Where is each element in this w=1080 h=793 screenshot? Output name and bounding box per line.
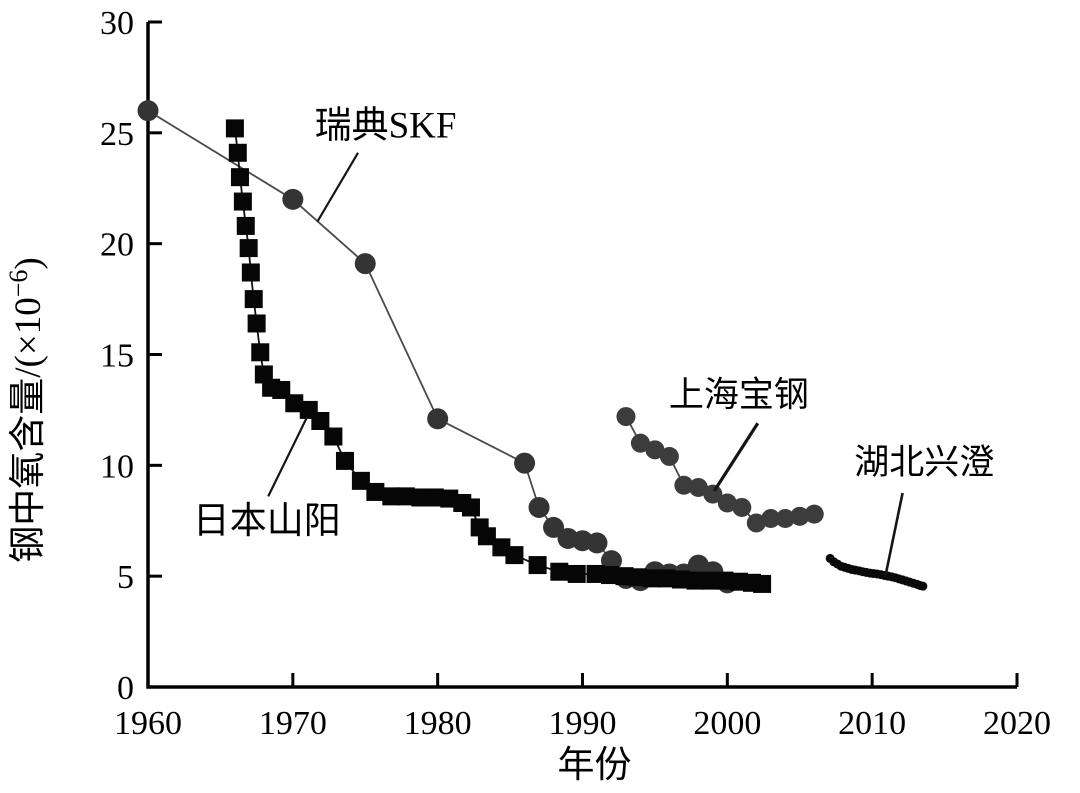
square-marker xyxy=(230,168,249,187)
circle-marker xyxy=(543,516,565,538)
annotation-日本山阳: 日本山阳 xyxy=(193,416,341,542)
circle-marker xyxy=(282,188,304,210)
x-tick-label: 2020 xyxy=(983,705,1051,742)
x-axis-title: 年份 xyxy=(558,744,632,786)
square-marker xyxy=(477,527,496,546)
circle-marker xyxy=(137,100,159,122)
axes: 0 5 10 15 20 25 30 1960 1970 1980 1990 2000 2010 2020… xyxy=(4,5,1051,786)
circle-marker xyxy=(688,478,708,497)
circle-marker xyxy=(586,532,608,554)
y-tick-label: 15 xyxy=(100,338,134,375)
square-marker xyxy=(247,314,266,333)
x-tick-label: 1960 xyxy=(114,705,182,742)
y-tick-label: 10 xyxy=(100,448,134,485)
square-marker xyxy=(715,571,734,590)
circle-marker xyxy=(427,408,449,430)
square-marker xyxy=(244,290,263,309)
circle-marker xyxy=(600,550,622,572)
square-marker xyxy=(324,427,343,446)
callout-line xyxy=(267,416,309,497)
square-marker xyxy=(753,574,772,593)
square-marker xyxy=(643,569,662,588)
square-marker xyxy=(396,487,415,506)
y-tick-label: 30 xyxy=(100,5,134,42)
circle-marker xyxy=(514,452,536,474)
x-tick-label: 2000 xyxy=(693,705,761,742)
square-marker xyxy=(601,566,620,585)
square-marker xyxy=(351,471,370,490)
square-marker xyxy=(671,570,690,589)
circle-marker xyxy=(645,440,665,460)
x-tick-label: 2010 xyxy=(838,705,906,742)
circle-marker xyxy=(761,509,781,529)
y-axis-title: 钢中氧含量/(×10−6) xyxy=(4,257,49,562)
circle-marker xyxy=(659,446,679,466)
circle-marker xyxy=(717,493,737,513)
circle-marker xyxy=(674,475,694,495)
series-上海宝钢 xyxy=(616,407,824,533)
square-marker xyxy=(567,564,586,583)
series-label: 日本山阳 xyxy=(193,501,341,542)
square-marker xyxy=(311,412,330,430)
square-marker xyxy=(239,239,258,258)
square-marker xyxy=(550,562,569,581)
x-tick-label: 1980 xyxy=(404,705,472,742)
circle-marker xyxy=(703,484,723,504)
callout-line xyxy=(712,422,760,492)
circle-marker xyxy=(804,504,824,524)
square-marker xyxy=(686,571,705,590)
annotation-瑞典SKF: 瑞典SKF xyxy=(315,104,457,223)
series-日本山阳 xyxy=(225,119,772,593)
series-label: 上海宝钢 xyxy=(669,376,809,415)
square-marker xyxy=(366,482,385,501)
circle-marker xyxy=(354,253,376,275)
circle-marker xyxy=(775,509,795,529)
circle-marker xyxy=(918,581,928,591)
annotation-湖北兴澄: 湖北兴澄 xyxy=(854,443,994,578)
square-marker xyxy=(335,451,354,470)
circle-marker xyxy=(732,497,752,517)
callout-line xyxy=(883,492,904,578)
square-marker xyxy=(285,394,304,413)
square-marker xyxy=(700,571,719,590)
y-tick-label: 0 xyxy=(117,670,134,707)
x-tick-label: 1970 xyxy=(259,705,327,742)
square-marker xyxy=(586,564,605,583)
square-marker xyxy=(225,119,244,138)
square-marker xyxy=(505,546,524,565)
square-marker xyxy=(425,488,444,507)
axis-lines xyxy=(146,22,1017,689)
square-marker xyxy=(251,343,270,362)
square-marker xyxy=(461,498,480,517)
square-marker xyxy=(628,568,647,587)
circle-marker xyxy=(790,506,810,526)
annotation-上海宝钢: 上海宝钢 xyxy=(669,376,809,492)
x-tick-label: 1990 xyxy=(549,705,617,742)
circle-marker xyxy=(746,513,766,533)
callout-line xyxy=(316,152,359,223)
square-marker xyxy=(411,488,430,507)
y-tick-label: 5 xyxy=(117,559,134,596)
circle-marker xyxy=(630,433,650,453)
square-marker xyxy=(528,556,547,575)
square-marker xyxy=(236,216,255,235)
series-label: 瑞典SKF xyxy=(315,104,457,146)
square-marker xyxy=(657,569,676,588)
circle-marker xyxy=(528,496,550,518)
y-tick-label: 25 xyxy=(100,116,134,153)
series-湖北兴澄 xyxy=(825,553,928,591)
square-marker xyxy=(382,487,401,506)
square-marker xyxy=(228,143,247,162)
square-marker xyxy=(241,263,260,282)
y-tick-label: 20 xyxy=(100,227,134,264)
series-label: 湖北兴澄 xyxy=(854,443,994,482)
circle-marker xyxy=(616,407,636,427)
square-marker xyxy=(233,192,252,211)
